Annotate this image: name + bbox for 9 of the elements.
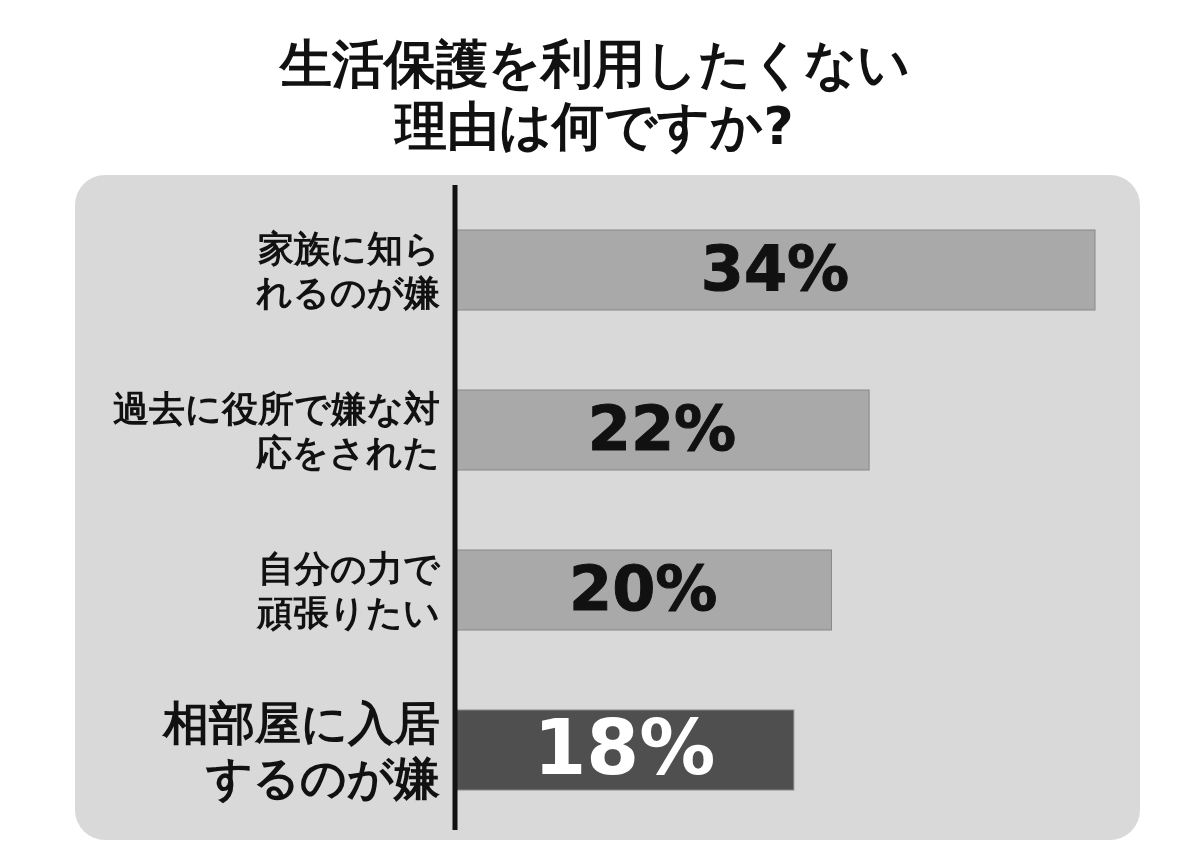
data-label: 18% — [533, 703, 716, 792]
y-tick-label: 相部屋に入居するのが嫌 — [161, 695, 440, 806]
data-label: 34% — [700, 232, 850, 305]
data-label: 20% — [569, 552, 718, 625]
y-tick-label: 過去に役所で嫌な対応をされた — [113, 388, 440, 473]
y-tick-label: 自分の力で頑張りたい — [256, 548, 441, 633]
y-tick-label: 家族に知られるのが嫌 — [256, 228, 440, 313]
chart-title: 生活保護を利用したくない理由は何ですか? — [277, 34, 910, 156]
data-label: 22% — [587, 392, 737, 465]
